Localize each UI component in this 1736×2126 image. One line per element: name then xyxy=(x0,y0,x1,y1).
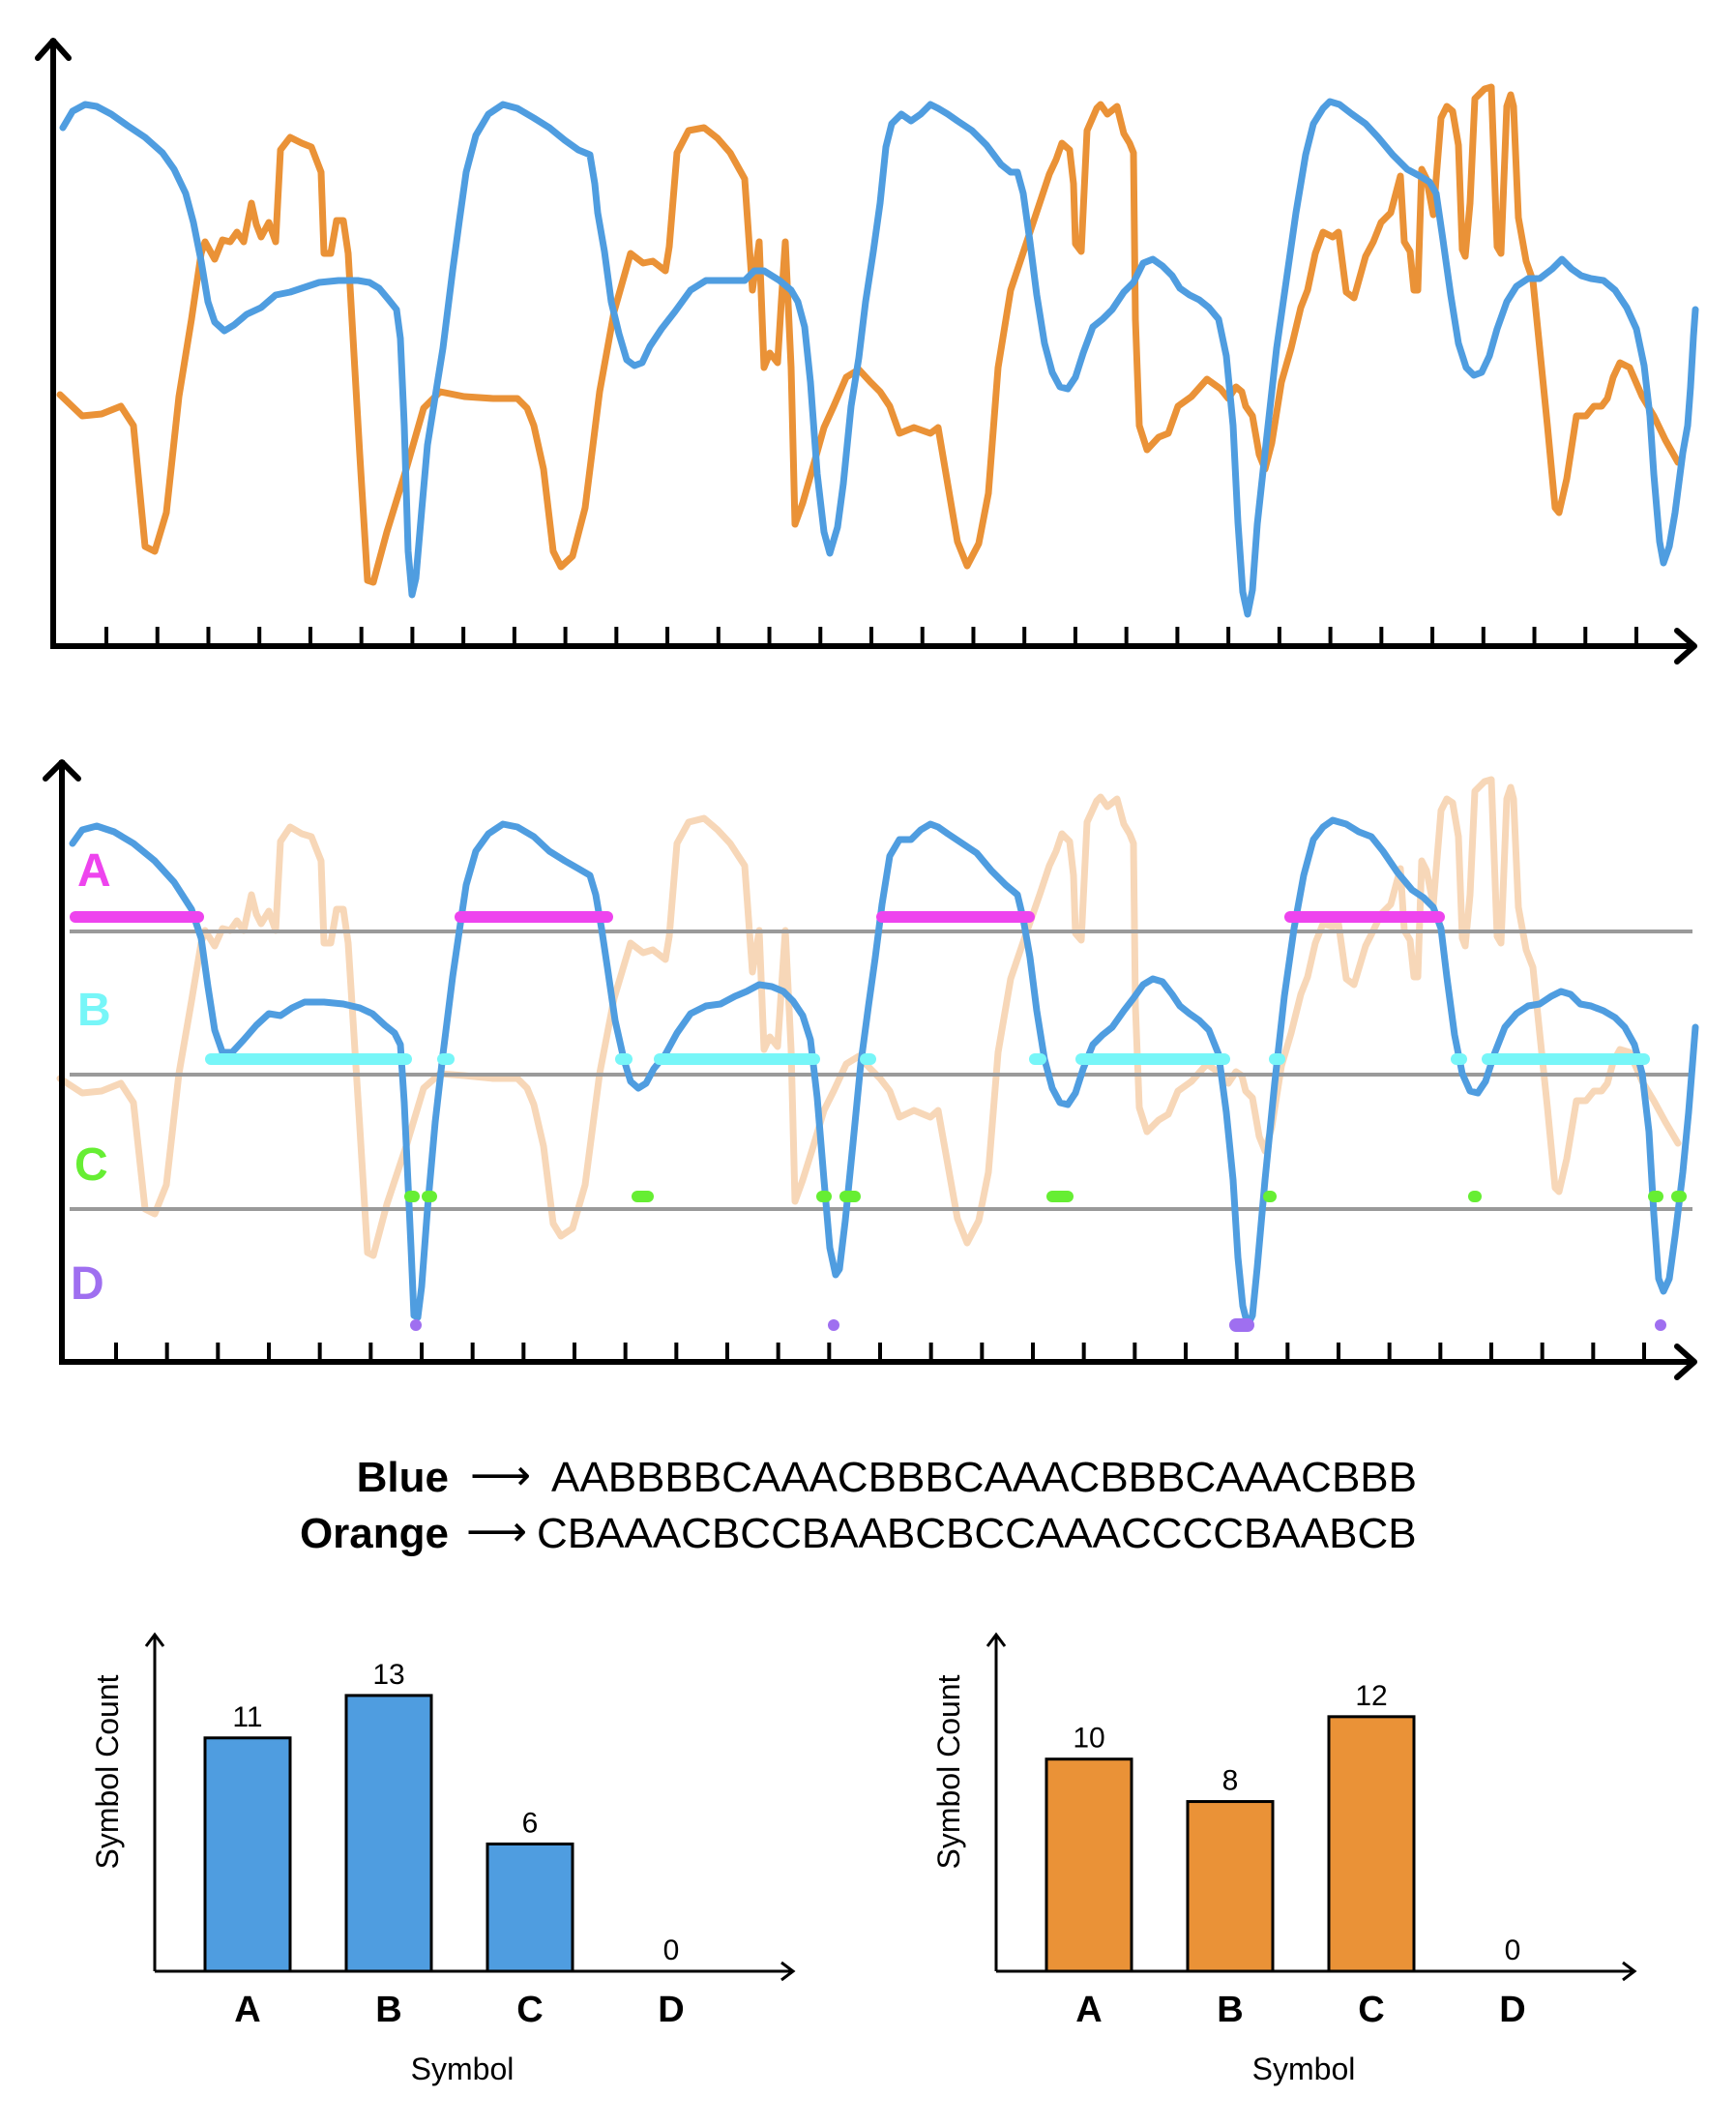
bar-b xyxy=(1186,1800,1275,1973)
raw-x-ticks xyxy=(104,627,1638,646)
bar-value-label: 6 xyxy=(522,1807,539,1839)
bar-x-arrowhead xyxy=(780,1961,796,1982)
bar-value-label: 12 xyxy=(1355,1680,1387,1712)
raw-y-arrowhead xyxy=(35,38,72,61)
raw-series-panel xyxy=(35,38,1699,664)
symbol-d-point xyxy=(1236,1318,1248,1332)
blue-sequence-name: Blue xyxy=(357,1454,449,1501)
symbol-y-arrowhead xyxy=(43,759,81,782)
raw-series-axes xyxy=(35,38,1697,664)
orange-sequence-arrow: ⟶ xyxy=(466,1508,527,1555)
blue-series-line xyxy=(59,98,1699,618)
bar-value-label: 0 xyxy=(1505,1934,1521,1966)
bar-y-axis-label: Symbol Count xyxy=(931,1674,966,1869)
x-tick-label: C xyxy=(516,1990,543,2030)
symbol-d-point xyxy=(410,1319,422,1331)
x-tick-label: D xyxy=(658,1990,684,2030)
orange-sequence-symbols: CBAAACBCCBAABCBCCAAACCCCBAABCB xyxy=(537,1510,1417,1557)
bar-x-axis-label: Symbol xyxy=(1252,2052,1356,2086)
symbol-label-d: D xyxy=(71,1258,104,1310)
blue-series-symbol-line xyxy=(69,816,1699,1329)
bar-a xyxy=(1045,1757,1133,1973)
blue-sequence-arrow: ⟶ xyxy=(470,1452,531,1499)
bar-c xyxy=(485,1842,574,1973)
symbol-labels: A B C D xyxy=(71,845,111,1310)
bar-value-label: 10 xyxy=(1073,1723,1104,1755)
blue-symbol-count-chart: 11 A 13 B 6 C 0 D Symbol Symbol Count xyxy=(90,1632,796,2086)
symbol-sequences: Blue ⟶ AABBBBCAAACBBBCAAACBBBCAAACBBB Or… xyxy=(300,1452,1417,1557)
symbol-label-b: B xyxy=(77,985,111,1036)
bar-y-axis-label: Symbol Count xyxy=(90,1674,125,1869)
symbol-x-arrowhead xyxy=(1674,1344,1697,1380)
bar-x-arrowhead xyxy=(1622,1961,1637,1982)
x-tick-label: B xyxy=(1217,1990,1243,2030)
symbol-d-points xyxy=(410,1318,1666,1332)
bar-x-axis-label: Symbol xyxy=(411,2052,515,2086)
bar-value-label: 0 xyxy=(663,1934,680,1966)
orange-series-line xyxy=(56,83,1682,586)
symbol-d-point xyxy=(1655,1319,1666,1331)
x-tick-label: A xyxy=(1075,1990,1102,2030)
bar-c xyxy=(1327,1715,1416,1973)
symbol-label-c: C xyxy=(74,1139,108,1191)
x-tick-label: D xyxy=(1499,1990,1525,2030)
orange-symbol-count-chart: 10 A 8 B 12 C 0 D Symbol Symbol Count xyxy=(931,1632,1637,2086)
bar-value-label: 8 xyxy=(1222,1765,1239,1797)
blue-sequence-symbols: AABBBBCAAACBBBCAAACBBBCAAACBBB xyxy=(551,1454,1417,1501)
raw-x-arrowhead xyxy=(1674,628,1697,664)
x-tick-label: B xyxy=(375,1990,401,2030)
x-tick-label: C xyxy=(1358,1990,1384,2030)
bar-value-label: 11 xyxy=(232,1701,262,1733)
x-tick-label: A xyxy=(234,1990,260,2030)
bar-y-arrowhead xyxy=(144,1632,165,1647)
bar-value-label: 13 xyxy=(372,1659,404,1691)
symbol-panel: A B C D xyxy=(43,759,1699,1380)
bar-y-arrowhead xyxy=(986,1632,1007,1647)
symbol-label-a: A xyxy=(77,845,111,897)
bar-b xyxy=(344,1694,433,1973)
orange-sequence-name: Orange xyxy=(300,1510,449,1557)
symbol-d-point xyxy=(828,1319,839,1331)
symbol-x-ticks xyxy=(114,1343,1646,1362)
bar-a xyxy=(203,1736,292,1973)
symbol-panel-axes xyxy=(43,759,1697,1380)
